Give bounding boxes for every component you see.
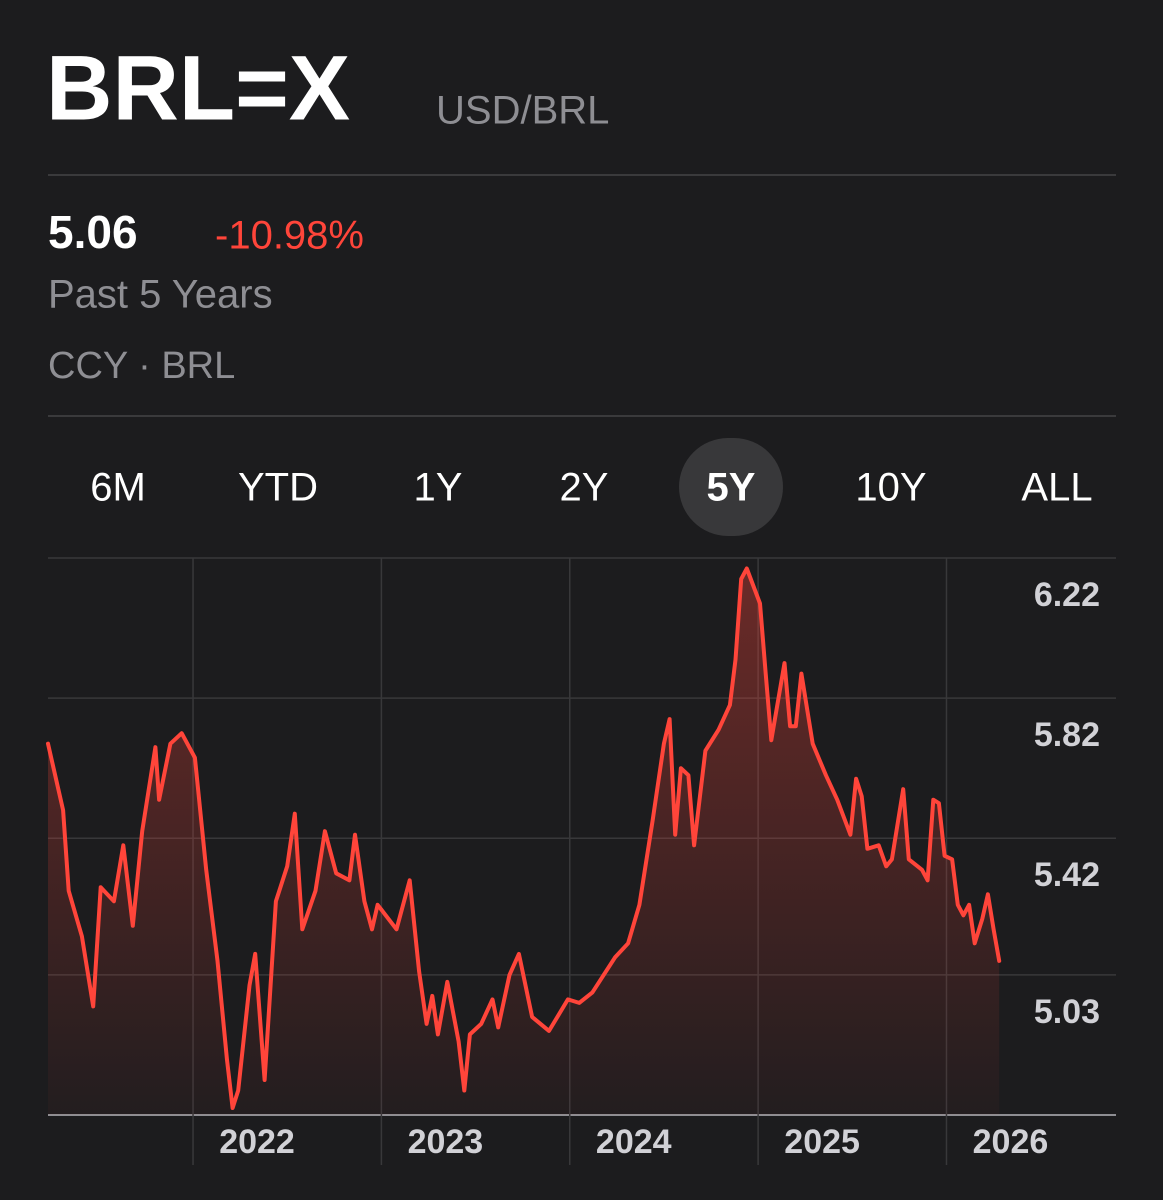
meta: CCY · BRL	[48, 345, 235, 387]
range-tab[interactable]: 1Y	[414, 466, 463, 510]
y-tick-label: 5.82	[1034, 716, 1100, 754]
y-tick-label: 5.42	[1034, 856, 1100, 894]
y-tick-label: 5.03	[1034, 993, 1100, 1031]
chart: 5.03 5.42 5.82 6.22 2022 2023 2024 2025 2026	[46, 557, 1116, 1165]
range-tab[interactable]: 6M	[90, 466, 146, 510]
price-line	[46, 566, 1002, 1110]
period: Past 5 Years	[48, 273, 273, 317]
x-tick-label: 2022	[219, 1123, 295, 1161]
x-tick-label: 2025	[784, 1123, 860, 1161]
area	[48, 568, 1000, 1115]
price: 5.06	[48, 206, 138, 258]
range-tab[interactable]: 10Y	[855, 466, 926, 510]
range-tab[interactable]: ALL	[1021, 466, 1092, 510]
range-tab[interactable]: YTD	[238, 466, 318, 510]
y-tick-label: 6.22	[1034, 576, 1100, 614]
range-tabs: 6M YTD 1Y 2Y 5Y 10Y ALL	[90, 438, 1093, 536]
x-tick-label: 2026	[973, 1123, 1049, 1161]
x-tick-label: 2023	[408, 1123, 484, 1161]
selected-pill	[679, 438, 783, 536]
change: -10.98%	[215, 214, 364, 258]
range-tab[interactable]: 2Y	[560, 466, 609, 510]
x-tick-label: 2024	[596, 1123, 672, 1161]
symbol: BRL=X	[46, 37, 350, 139]
range-tab[interactable]: 5Y	[707, 466, 756, 510]
symbol-name: USD/BRL	[436, 89, 609, 133]
